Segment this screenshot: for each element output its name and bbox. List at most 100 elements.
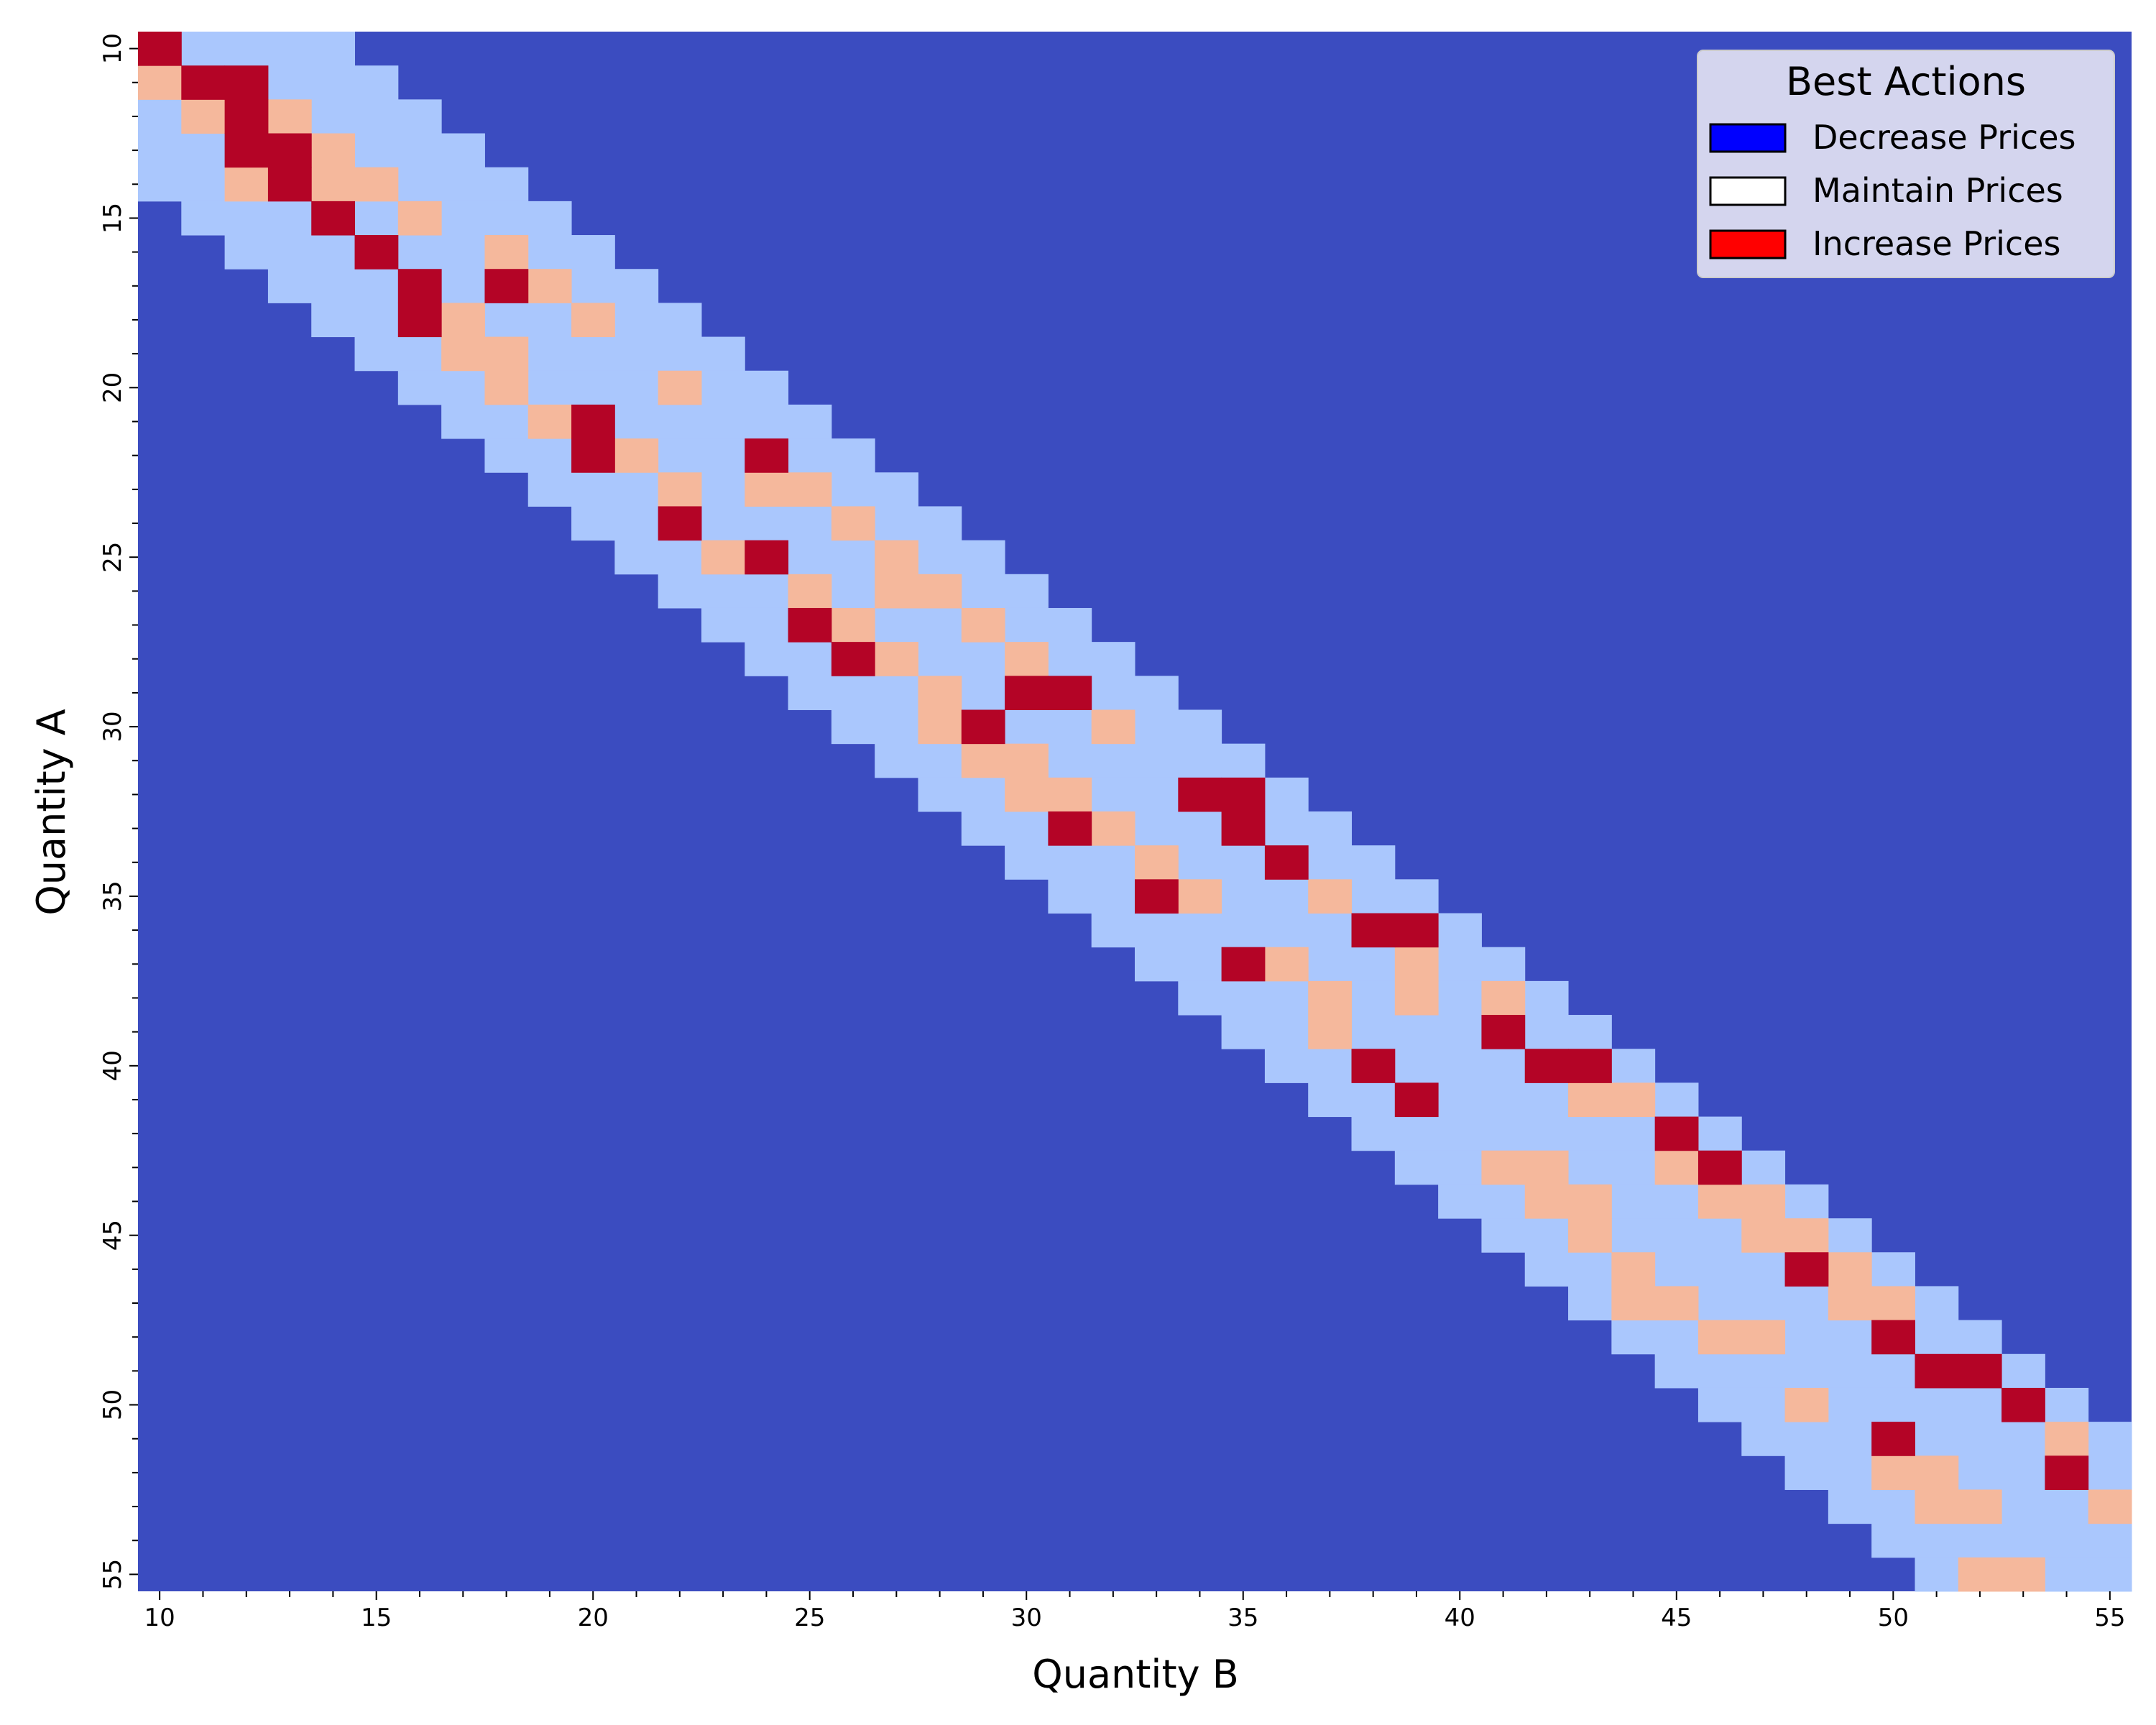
x-axis-title: Quantity B <box>1032 1652 1239 1697</box>
heatmap-cell-salmon <box>1308 1015 1353 1049</box>
heatmap-cell-salmon <box>1264 947 1309 982</box>
heatmap-band-row <box>267 269 659 303</box>
heatmap-cell-salmon <box>658 370 702 405</box>
heatmap-cell-salmon <box>875 642 918 676</box>
heatmap-cell-salmon <box>1784 1218 1829 1253</box>
heatmap-band-row <box>1611 1320 2002 1355</box>
heatmap-cell-salmon <box>1481 1150 1526 1185</box>
heatmap-cell-salmon <box>1611 1286 1656 1321</box>
heatmap-cell-salmon <box>311 133 356 168</box>
y-tick-label: 15 <box>98 203 127 234</box>
heatmap-band-row <box>745 642 1135 676</box>
heatmap-cell-red <box>1915 1353 1959 1389</box>
heatmap-cell-red <box>267 167 312 202</box>
heatmap-cell-red <box>1178 777 1222 812</box>
x-tick-label: 30 <box>1011 1604 1042 1632</box>
heatmap-cell-red <box>961 709 1005 745</box>
heatmap-cell-salmon <box>1394 947 1439 982</box>
heatmap-cell-red <box>397 303 442 338</box>
heatmap-cell-salmon <box>1481 980 1526 1016</box>
heatmap-band-row <box>658 574 1049 609</box>
heatmap-band-row <box>1135 947 1526 982</box>
heatmap-cell-salmon <box>1005 743 1049 778</box>
heatmap-cell-red <box>1871 1422 1915 1456</box>
heatmap-cell-red <box>2001 1387 2045 1422</box>
legend-swatch <box>1709 123 1787 153</box>
heatmap-cell-salmon <box>441 336 485 372</box>
heatmap-band-row <box>1048 879 1439 914</box>
heatmap-cell-salmon <box>1091 811 1135 846</box>
heatmap-cell-salmon <box>831 607 875 643</box>
heatmap-cell-salmon <box>1611 1082 1656 1118</box>
heatmap-cell-salmon <box>1091 709 1135 745</box>
heatmap-cell-salmon <box>961 607 1005 643</box>
heatmap-cell-salmon <box>1568 1082 1612 1118</box>
legend-label: Increase Prices <box>1812 224 2060 263</box>
y-tick-label: 45 <box>98 1220 127 1251</box>
heatmap-cell-red <box>1221 947 1266 982</box>
legend-swatch <box>1709 229 1787 259</box>
x-tick-label: 40 <box>1445 1604 1475 1632</box>
heatmap-cell-red <box>745 540 789 575</box>
heatmap-cell-salmon <box>1524 1150 1569 1185</box>
heatmap-band-row <box>1871 1523 2132 1558</box>
heatmap-cell-salmon <box>1871 1455 1915 1490</box>
heatmap-cell-salmon <box>1308 879 1353 914</box>
heatmap-cell-salmon <box>614 438 659 473</box>
heatmap-cell-salmon <box>224 167 269 202</box>
heatmap-cell-red <box>181 65 226 100</box>
heatmap-cell-red <box>267 133 312 168</box>
heatmap-cell-salmon <box>1697 1320 1742 1355</box>
heatmap-cell-red <box>1784 1252 1829 1287</box>
x-tick-label: 55 <box>2094 1604 2125 1632</box>
heatmap-cell-salmon <box>1524 1184 1569 1219</box>
heatmap-band-row <box>788 676 1179 710</box>
y-tick-label: 55 <box>98 1559 127 1590</box>
y-tick-label: 30 <box>98 711 127 742</box>
heatmap-cell-red <box>1871 1320 1915 1355</box>
heatmap-cell-red <box>1005 676 1049 710</box>
heatmap-band-row <box>701 607 1092 643</box>
heatmap-cell-red <box>1264 845 1309 880</box>
heatmap-cell-salmon <box>528 269 572 303</box>
legend-box <box>1697 50 2115 278</box>
heatmap-cell-salmon <box>484 336 529 372</box>
x-tick-label: 50 <box>1878 1604 1909 1632</box>
heatmap-cell-salmon <box>1654 1150 1699 1185</box>
heatmap-cell-salmon <box>658 472 702 507</box>
heatmap-cell-salmon <box>2045 1422 2089 1456</box>
heatmap-cell-salmon <box>1871 1286 1915 1321</box>
y-axis-title: Quantity A <box>29 709 74 916</box>
heatmap-cell-red <box>1481 1015 1526 1049</box>
heatmap-band-row <box>614 540 1005 575</box>
y-tick-label: 10 <box>98 33 127 64</box>
heatmap-cell-red <box>1524 1049 1569 1083</box>
heatmap-cell-salmon <box>918 574 962 609</box>
y-axis: 10 15 20 25 30 35 40 45 50 55 <box>98 33 138 1590</box>
heatmap-cell-red <box>1394 1082 1439 1118</box>
x-tick-label: 35 <box>1227 1604 1258 1632</box>
heatmap-cell-red <box>1568 1049 1612 1083</box>
heatmap-band-row <box>354 336 745 372</box>
heatmap-cell-red <box>138 32 182 66</box>
heatmap-cell-salmon <box>1741 1184 1786 1219</box>
heatmap-cell-salmon <box>354 167 399 202</box>
heatmap-cell-salmon <box>1005 642 1049 676</box>
heatmap-cell-salmon <box>1958 1557 2002 1592</box>
heatmap-cell-red <box>484 269 529 303</box>
heatmap-band-row <box>397 370 789 405</box>
heatmap-cell-salmon <box>1654 1286 1699 1321</box>
heatmap-cell-salmon <box>1394 980 1439 1016</box>
heatmap-cell-red <box>1135 879 1179 914</box>
heatmap-cell-salmon <box>1611 1252 1656 1287</box>
heatmap-cell-red <box>1221 811 1266 846</box>
legend: Best Actions Decrease Prices Maintain Pri… <box>1697 50 2115 278</box>
legend-swatch <box>1709 176 1787 206</box>
heatmap-cell-salmon <box>1005 777 1049 812</box>
heatmap-cell-red <box>1958 1353 2002 1389</box>
heatmap-cells <box>138 32 2132 1592</box>
heatmap-cell-red <box>224 99 269 134</box>
heatmap-cell-salmon <box>311 167 356 202</box>
heatmap-cell-salmon <box>1308 980 1353 1016</box>
heatmap-cell-red <box>571 404 615 439</box>
